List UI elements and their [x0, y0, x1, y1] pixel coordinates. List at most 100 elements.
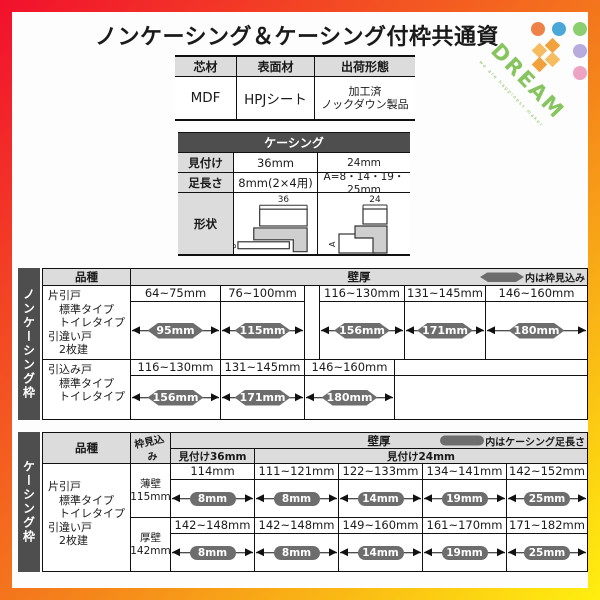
shape-24-diagram: 24 A: [329, 195, 388, 254]
arrow-zone: 180mm: [486, 302, 587, 359]
non-casing-grid: 品種 壁厚 内は枠見込み 片引戸 標準タイプ トイレタイプ 引違い戸 2枚建 6…: [42, 268, 588, 420]
frame-depth-pill: 171mm: [235, 390, 291, 406]
leg-length-note: 内はケーシング足長さ: [440, 433, 585, 448]
wall-cell: 114mm 8mm: [171, 464, 255, 517]
wall-cell: 116~130mm 156mm: [131, 360, 221, 419]
casing-head-24: [362, 207, 388, 225]
leg-length-pill: 14mm: [357, 545, 404, 560]
wall-range: 142~148mm: [171, 518, 254, 534]
material-header-row: 芯材 表面材 出荷形態: [175, 57, 415, 77]
value-shipping-form: 加工済 ノックダウン製品: [321, 84, 409, 112]
wall-range: 116~130mm: [320, 286, 404, 302]
frame-depth-pill: 180mm: [322, 390, 378, 406]
casing-header-row: 品種 枠見込み 壁厚 内はケーシング足長さ 見付け36mm 見付け24mm: [43, 433, 587, 464]
casing-grid: 品種 枠見込み 壁厚 内はケーシング足長さ 見付け36mm 見付け24mm: [42, 432, 588, 572]
non-casing-side-label: ノンケーシング枠: [18, 268, 40, 420]
arrow-zone: 8mm: [171, 534, 254, 571]
dim-24-label: 24: [369, 195, 381, 205]
arrow-zone: 156mm: [131, 376, 220, 419]
arrow-zone: 171mm: [221, 376, 304, 419]
leg-length-pill: 14mm: [357, 491, 404, 506]
wall-range: 122~133mm: [339, 464, 422, 480]
wall-range: 76~100mm: [221, 286, 304, 302]
wall-cell: 142~148mm 8mm: [171, 518, 255, 571]
logo-dot-pink: [573, 66, 587, 80]
shape-36-diagram: 36 8: [234, 195, 308, 252]
casing-head-36: [259, 208, 308, 227]
wall-cell: 76~100mm 115mm: [221, 286, 305, 359]
arrow-zone: 14mm: [339, 534, 422, 571]
thin-wall-row: 薄壁 115mm 114mm 8mm 111~121mm 8mm 122~133…: [130, 464, 587, 517]
arrow-zone: 8mm: [255, 534, 338, 571]
casing-table-title: ケーシング: [178, 133, 410, 152]
wall-cell: 149~160mm 14mm: [339, 518, 423, 571]
wall-cell: 142~152mm 25mm: [507, 464, 587, 517]
wall-cell: 122~133mm 14mm: [339, 464, 423, 517]
wall-cell: 134~141mm 19mm: [423, 464, 507, 517]
wall-range: 142~148mm: [255, 518, 338, 534]
frame-depth-header-text: 枠見込み: [133, 434, 166, 463]
foot-bar-8: [237, 240, 290, 249]
leg-length-pill: 25mm: [524, 491, 570, 506]
depth-cell: 薄壁 115mm: [130, 464, 171, 517]
arrow-zone: 171mm: [405, 302, 485, 359]
mitsuke-36: 36mm: [234, 153, 318, 172]
wall-range: 111~121mm: [255, 464, 338, 480]
leg-length-pill: 8mm: [273, 491, 320, 506]
value-surface-material: HPJシート: [237, 77, 315, 119]
casing-side-label: ケーシング枠: [18, 432, 40, 572]
legend-pill-icon: [440, 435, 485, 446]
leg-length-pill: 8mm: [273, 545, 320, 560]
frame-depth-pill: 95mm: [148, 323, 204, 339]
leg-length-pill: 19mm: [441, 545, 488, 560]
frame-depth-pill: 115mm: [235, 323, 291, 339]
mitsuke-subheader-row: 見付け36mm 見付け24mm: [171, 449, 587, 464]
wall-cell: 171~182mm 25mm: [507, 518, 587, 571]
label-ashinagasa: 足長さ: [178, 173, 234, 192]
frame-depth-header: 枠見込み: [131, 433, 171, 463]
arrow-zone: 25mm: [507, 480, 587, 517]
kind-list: 片引戸 標準タイプ トイレタイプ 引違い戸 2枚建: [43, 286, 131, 359]
arrow-zone: 14mm: [339, 480, 422, 517]
arrow-zone: 19mm: [423, 480, 506, 517]
non-casing-header-row: 品種 壁厚 内は枠見込み: [43, 269, 587, 286]
label-shape: 形状: [178, 193, 234, 254]
header-core-material: 芯材: [175, 57, 237, 76]
wall-header: 壁厚 内はケーシング足長さ: [171, 433, 587, 449]
sliding-door-row: 片引戸 標準タイプ トイレタイプ 引違い戸 2枚建 64~75mm 95mm 7…: [43, 286, 587, 359]
frame-depth-pill: 180mm: [509, 323, 565, 339]
empty-zone: [395, 376, 587, 419]
wall-range: 149~160mm: [339, 518, 422, 534]
header-shipping-form: 出荷形態: [340, 60, 389, 74]
material-spec-table: 芯材 表面材 出荷形態 MDF HPJシート 加工済 ノックダウン製品: [175, 55, 415, 121]
mitsuke-row: 見付け 36mm 24mm: [178, 152, 410, 172]
casing-frame-table: ケーシング枠 品種 枠見込み 壁厚 内はケーシング足長さ 見付: [18, 432, 588, 572]
wall-range: 134~141mm: [423, 464, 506, 480]
arrow-zone: 19mm: [423, 534, 506, 571]
shape-24-cell: 24 A: [318, 193, 410, 254]
dim-8-label: 8: [234, 243, 238, 248]
frame-depth-pill: 156mm: [334, 323, 390, 339]
logo-dot-green: [573, 22, 587, 36]
dim-24-line: [362, 204, 388, 209]
wall-cell: 131~145mm 171mm: [221, 360, 305, 419]
logo-dot-orange: [531, 22, 545, 36]
empty-range-line: [395, 360, 587, 376]
kind-list: 片引戸 標準タイプ トイレタイプ 引違い戸 2枚建: [43, 464, 131, 571]
wall-range: 161~170mm: [423, 518, 506, 534]
wall-cell: 111~121mm 8mm: [255, 464, 339, 517]
depth-cell: 厚壁 142mm: [130, 518, 171, 571]
pocket-door-row: 引込み戸 標準タイプ トイレタイプ 116~130mm 156mm 131~14…: [43, 359, 587, 419]
arrow-zone: 8mm: [171, 480, 254, 517]
casing-body-36: [253, 226, 308, 252]
subheader-24: 見付け24mm: [387, 451, 455, 463]
wall-range: 146~160mm: [305, 360, 394, 376]
column-gap: [305, 286, 320, 359]
wall-cell: 146~160mm 180mm: [305, 360, 395, 419]
frame-depth-note-text: 内は枠見込み: [525, 273, 585, 285]
wall-header: 壁厚 内は枠見込み: [131, 269, 587, 285]
kind-header: 品種: [43, 269, 131, 285]
wall-cell: 161~170mm 19mm: [423, 518, 507, 571]
wall-range: 142~152mm: [507, 464, 587, 480]
